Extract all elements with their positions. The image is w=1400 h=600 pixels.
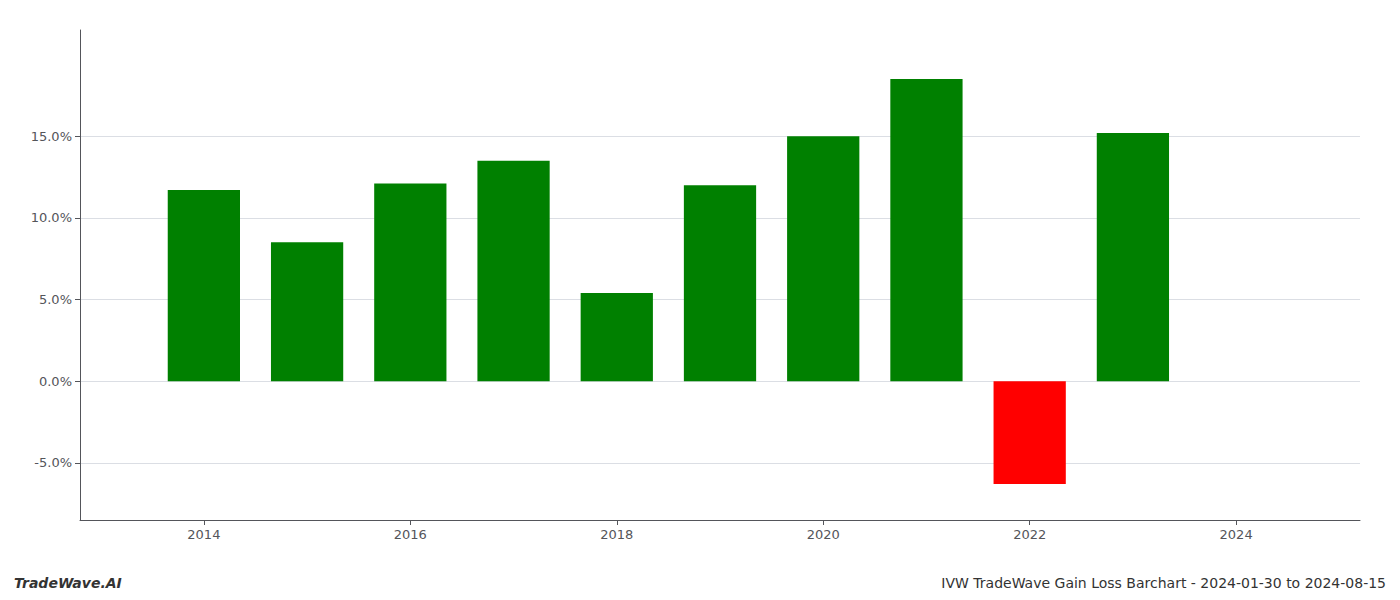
- svg-text:2018: 2018: [600, 527, 633, 542]
- svg-text:2020: 2020: [807, 527, 840, 542]
- svg-text:0.0%: 0.0%: [39, 374, 72, 389]
- svg-text:-5.0%: -5.0%: [34, 455, 72, 470]
- svg-text:15.0%: 15.0%: [31, 129, 72, 144]
- svg-text:2024: 2024: [1220, 527, 1253, 542]
- svg-text:5.0%: 5.0%: [39, 292, 72, 307]
- svg-text:TradeWave.AI: TradeWave.AI: [14, 575, 122, 591]
- svg-text:10.0%: 10.0%: [31, 210, 72, 225]
- svg-text:IVW TradeWave Gain Loss Barcha: IVW TradeWave Gain Loss Barchart - 2024-…: [941, 575, 1386, 591]
- svg-text:2022: 2022: [1013, 527, 1046, 542]
- svg-text:2016: 2016: [394, 527, 427, 542]
- svg-text:2014: 2014: [187, 527, 220, 542]
